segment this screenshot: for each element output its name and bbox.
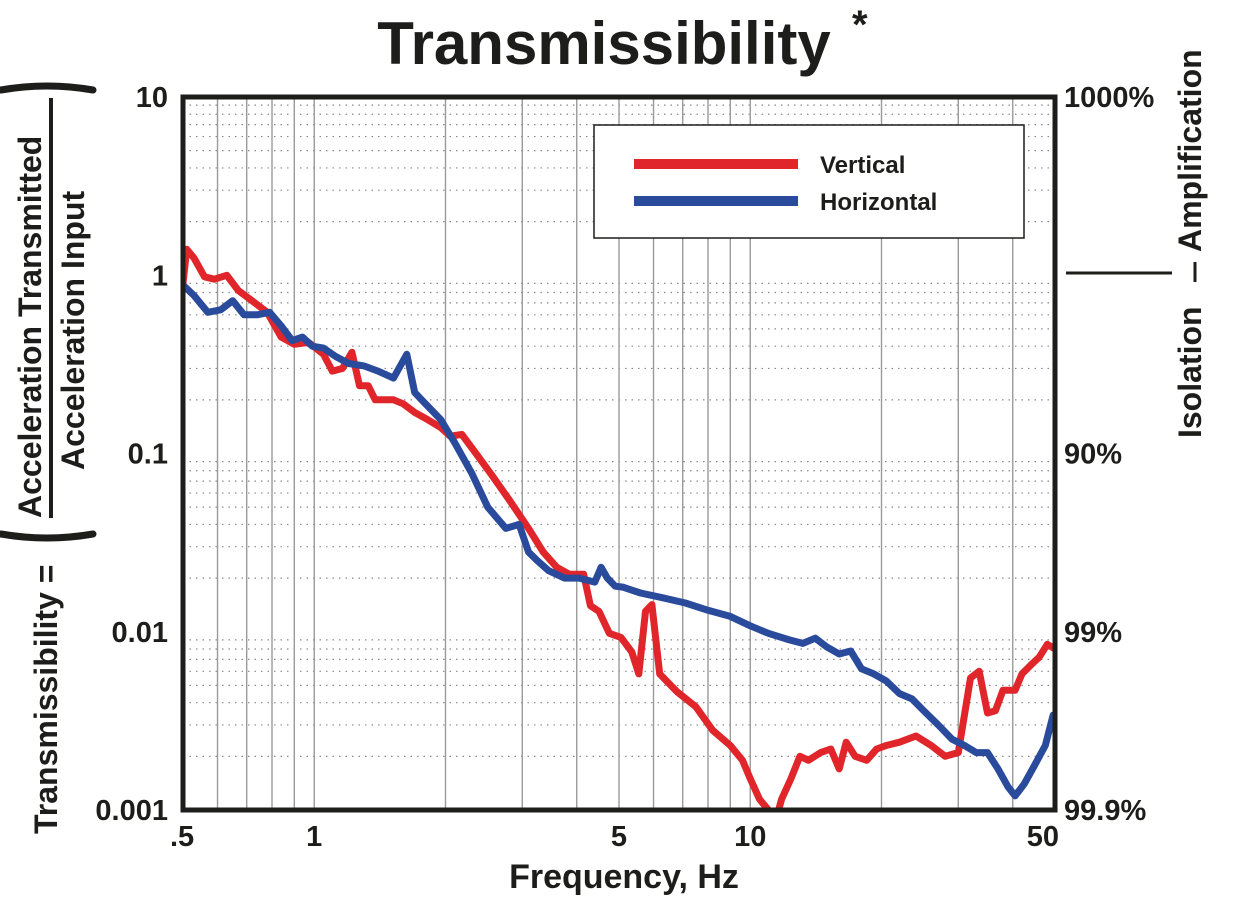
series-vertical-line <box>183 245 1055 810</box>
y-tick-labels: 10 1 0.1 0.01 0.001 <box>95 82 168 827</box>
legend-box <box>593 124 1025 239</box>
y-axis-label: Transmissibility = Acceleration Transmit… <box>0 82 97 834</box>
series-horizontal-line <box>183 281 1055 800</box>
y-axis-label-denominator: Acceleration Input <box>55 191 91 471</box>
y-tick-label: 1 <box>152 260 168 292</box>
right-tick-label: 99.9% <box>1064 795 1146 827</box>
y-tick-label: 0.1 <box>128 439 168 471</box>
x-tick-labels: .5 1 5 10 50 <box>170 821 1059 853</box>
isolation-label: Isolation <box>1172 306 1208 438</box>
x-axis-label: Frequency, Hz <box>509 858 739 896</box>
y-tick-label: 10 <box>136 82 168 114</box>
x-tick-label: .5 <box>170 821 194 853</box>
y-axis-label-numerator: Acceleration Transmitted <box>12 136 48 518</box>
chart-title: Transmissibility <box>377 10 831 77</box>
x-tick-label: 1 <box>306 821 322 853</box>
legend-label-horizontal: Horizontal <box>820 189 937 216</box>
right-tick-label: 99% <box>1064 617 1122 649</box>
y-axis-label-right-paren <box>0 82 97 94</box>
chart-title-asterisk: * <box>852 3 868 47</box>
right-tick-labels: 1000% 90% 99% 99.9% <box>1064 82 1155 827</box>
legend-label-vertical: Vertical <box>820 152 905 179</box>
y-axis-label-prefix: Transmissibility = <box>28 565 64 834</box>
y-axis-label-left-paren <box>0 530 97 542</box>
y-tick-label: 0.01 <box>112 617 168 649</box>
x-tick-label: 10 <box>734 821 766 853</box>
right-tick-label: 90% <box>1064 439 1122 471</box>
plot-frame <box>180 94 1058 813</box>
x-tick-label: 50 <box>1027 821 1059 853</box>
x-tick-label: 5 <box>611 821 627 853</box>
amplification-label: Amplification <box>1172 49 1208 252</box>
right-tick-label: 1000% <box>1064 82 1155 114</box>
legend: Vertical Horizontal <box>593 124 1025 239</box>
y-tick-label: 0.001 <box>95 795 168 827</box>
